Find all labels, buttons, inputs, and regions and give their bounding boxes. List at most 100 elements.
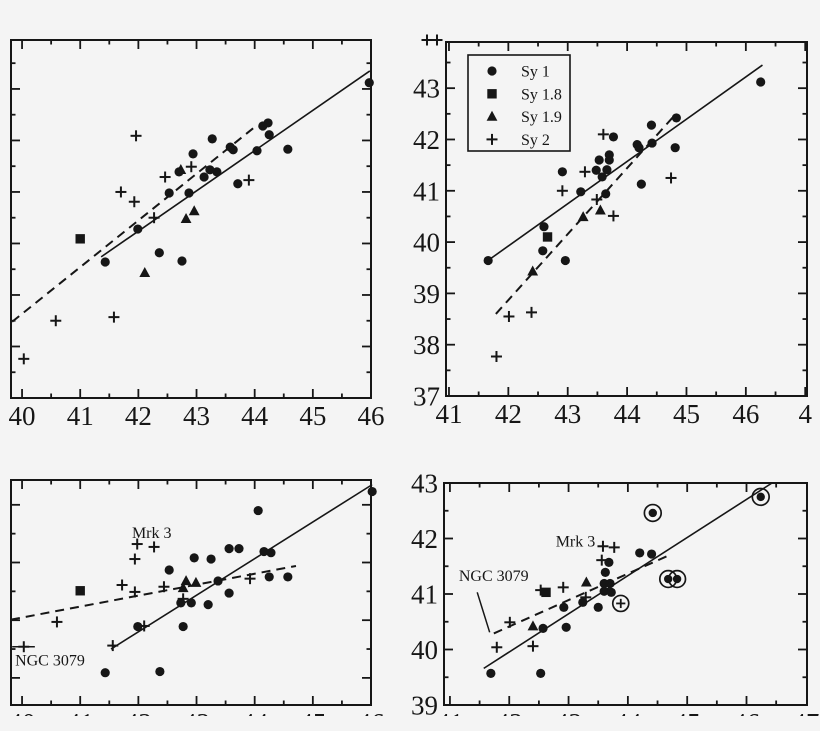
legend-symbol-circle — [487, 66, 497, 76]
data-point — [129, 586, 141, 598]
circle-marker — [100, 257, 110, 267]
data-point — [139, 267, 151, 278]
data-point — [228, 145, 238, 155]
circle-marker — [206, 554, 216, 564]
plot-frame — [445, 41, 808, 397]
ring — [643, 503, 663, 523]
data-point — [264, 130, 274, 140]
x-tick-label: 46 — [732, 399, 759, 429]
data-point — [608, 132, 619, 142]
circle-marker — [233, 179, 243, 189]
data-point — [175, 164, 187, 175]
data-point — [599, 586, 609, 596]
data-point — [634, 143, 644, 153]
data-point — [541, 587, 551, 598]
circle-marker — [635, 548, 645, 558]
ring — [667, 569, 687, 589]
y-tick-label: 41 — [413, 176, 440, 206]
circle-marker — [756, 77, 766, 87]
data-point — [646, 120, 657, 130]
y-tick-label: 43 — [413, 74, 440, 104]
circle-marker — [100, 668, 110, 678]
data-point — [636, 179, 646, 189]
data-point — [264, 572, 274, 582]
data-point — [180, 575, 192, 586]
data-point — [133, 224, 143, 234]
data-point — [199, 172, 209, 182]
data-point — [608, 541, 620, 553]
data-point — [611, 594, 630, 613]
data-point — [212, 167, 222, 177]
circle-marker — [367, 486, 377, 497]
circle-marker — [258, 121, 268, 131]
data-point — [580, 591, 592, 603]
circle-marker — [606, 587, 616, 597]
triangle-marker — [580, 576, 592, 587]
series-sy-1 — [100, 486, 377, 678]
data-point — [580, 576, 592, 587]
annotation-label: NGC 3079 — [15, 653, 85, 670]
data-point — [670, 143, 680, 153]
circle-marker — [224, 544, 234, 554]
data-point — [560, 255, 570, 266]
data-point — [180, 212, 192, 223]
x-tick-label: 45 — [673, 399, 700, 429]
plot-frame — [10, 479, 372, 706]
circle-marker — [164, 565, 174, 575]
circle-marker — [594, 155, 604, 165]
data-point — [557, 167, 567, 177]
data-point — [591, 165, 601, 175]
x-tick-label: 44 — [241, 401, 269, 431]
y-tick-label: 39 — [411, 691, 438, 721]
series-sy-1 — [483, 77, 766, 266]
circle-marker — [203, 600, 213, 610]
data-point — [100, 668, 110, 678]
series-sy-2 — [491, 540, 620, 653]
circle-marker — [483, 255, 493, 266]
series-sy-1 — [100, 78, 374, 267]
circle-marker — [560, 255, 570, 266]
series-sy-1-9 — [527, 576, 592, 631]
y-tick-label: 42 — [411, 524, 438, 554]
data-point — [538, 623, 548, 634]
data-point — [576, 187, 586, 197]
data-point — [233, 179, 243, 189]
circle-marker — [600, 567, 610, 577]
circle-marker — [538, 246, 548, 256]
circle-marker — [648, 508, 657, 518]
triangle-marker — [177, 582, 189, 593]
triangle-marker — [190, 576, 202, 587]
data-point — [527, 640, 539, 652]
data-point — [591, 194, 603, 206]
circle-marker — [164, 188, 174, 198]
circle-marker — [557, 167, 567, 177]
data-point — [75, 234, 85, 244]
data-point — [535, 584, 547, 596]
legend-symbol-plus — [486, 133, 498, 145]
dashed-fit-line — [11, 126, 256, 323]
data-point — [129, 553, 141, 565]
data-point — [266, 548, 276, 558]
triangle-marker — [188, 205, 200, 216]
circle-marker — [189, 553, 199, 563]
x-tick-label: 42 — [495, 399, 522, 429]
circle-marker — [188, 149, 198, 159]
triangle-marker — [180, 212, 192, 223]
plot-frame — [10, 39, 372, 399]
legend: Sy 1 Sy 1.8 Sy 1.9 Sy 2 — [467, 54, 571, 152]
circle-marker — [538, 623, 548, 634]
circle-marker — [253, 505, 263, 516]
data-point — [503, 310, 515, 322]
circle-marker — [205, 165, 215, 175]
data-point — [185, 161, 197, 173]
square-marker — [487, 89, 497, 99]
data-point — [557, 581, 569, 593]
data-point — [667, 569, 687, 589]
data-point — [597, 128, 609, 140]
data-point — [483, 255, 493, 266]
dashed-fit-line — [10, 564, 297, 621]
x-tick-label: 40 — [9, 401, 36, 431]
data-point — [234, 544, 244, 554]
data-point — [50, 315, 62, 327]
data-point — [596, 554, 608, 566]
